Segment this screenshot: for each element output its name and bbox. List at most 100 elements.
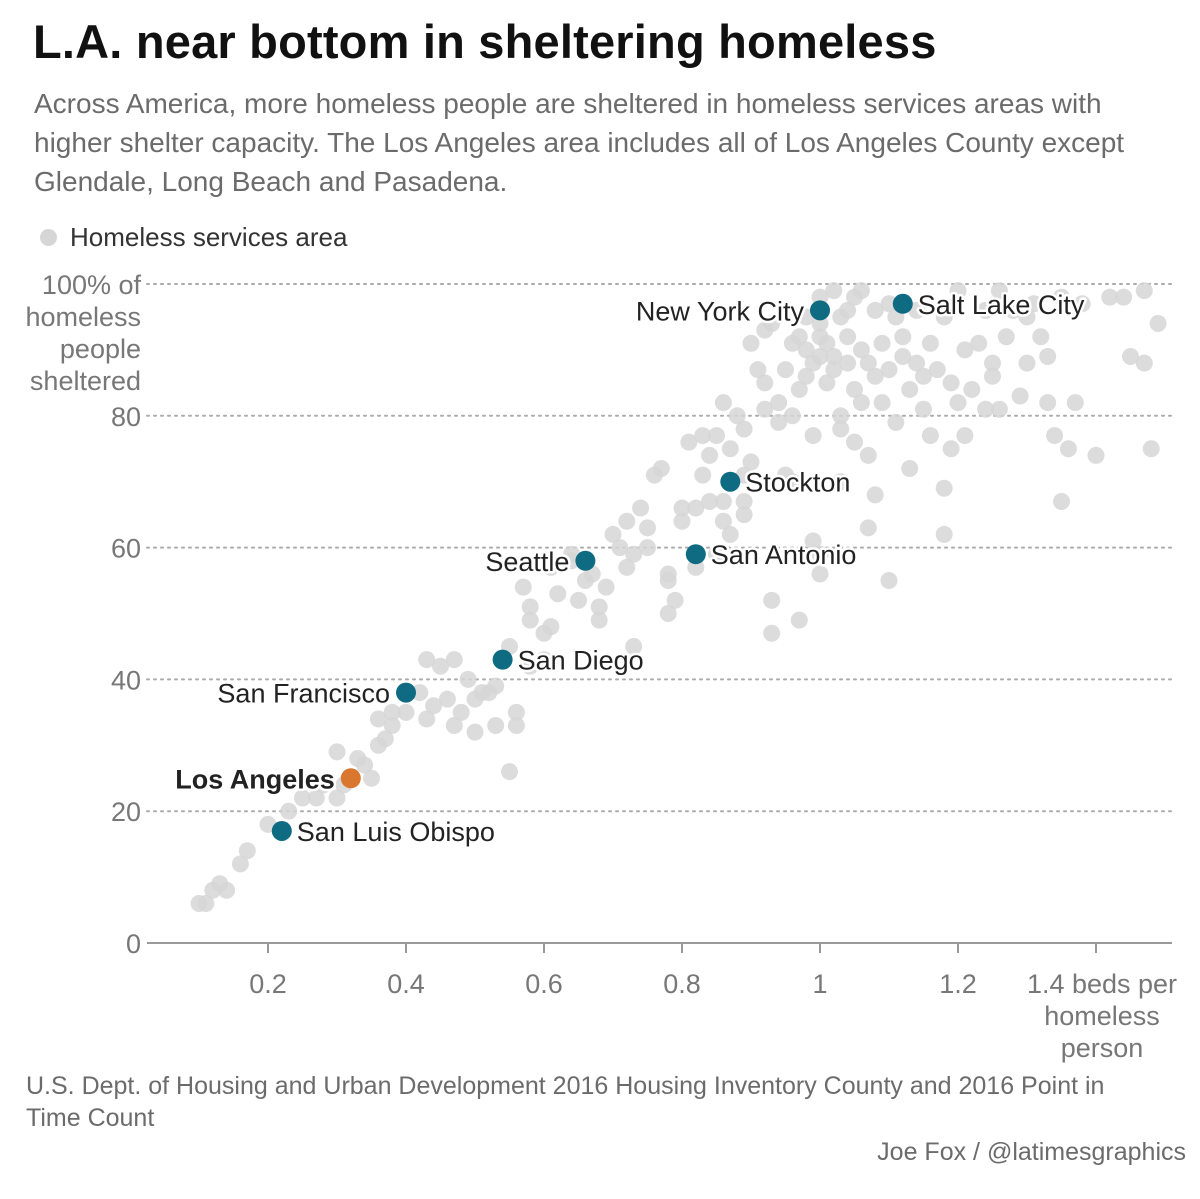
data-point [749, 361, 767, 379]
data-point [1087, 446, 1105, 464]
data-point [1018, 354, 1036, 372]
data-point [735, 420, 753, 438]
point-labels: New York City Salt Lake City Stockton Seatt… [173, 287, 1088, 849]
data-point [811, 565, 829, 583]
data-point [466, 723, 484, 741]
data-point [618, 558, 636, 576]
data-point [783, 407, 801, 425]
point-label: Salt Lake City [918, 290, 1085, 320]
point-label: San Luis Obispo [297, 817, 495, 847]
data-point [487, 717, 505, 735]
point-label: Stockton [745, 468, 850, 498]
background-points [190, 282, 1167, 912]
data-point [445, 651, 463, 669]
x-tick-label: 0.8 [663, 969, 701, 999]
data-point [770, 394, 788, 412]
data-point [873, 394, 891, 412]
data-point [280, 802, 298, 820]
y-tick-label: 20 [111, 797, 141, 827]
data-point [1101, 288, 1119, 306]
data-point [1142, 440, 1160, 458]
data-point [915, 367, 932, 385]
data-point [935, 479, 953, 497]
data-point [1032, 328, 1050, 346]
data-point [777, 361, 794, 379]
data-point [804, 532, 822, 550]
data-point [418, 710, 436, 728]
data-point [756, 374, 774, 392]
data-point [818, 334, 836, 352]
data-point [452, 703, 470, 721]
data-point [742, 453, 760, 471]
y-tick-label-line: homeless [25, 302, 141, 332]
data-point [197, 894, 215, 912]
data-point [639, 539, 656, 557]
data-point [728, 407, 746, 425]
y-tick-label-line: sheltered [30, 366, 141, 396]
data-point [763, 315, 781, 333]
data-point [811, 347, 829, 365]
data-point [942, 374, 960, 392]
data-point [797, 367, 815, 385]
data-point [866, 367, 884, 385]
data-point [542, 558, 560, 576]
data-point [708, 545, 725, 563]
legend: Homeless services area [40, 222, 347, 253]
data-point [921, 427, 939, 445]
data-point [307, 789, 325, 807]
data-point [1046, 427, 1064, 445]
data-point [901, 460, 919, 478]
data-point [507, 703, 525, 721]
data-point [880, 295, 898, 313]
data-point [797, 341, 815, 359]
point-label: Los Angeles [175, 764, 335, 794]
data-point [438, 690, 456, 708]
y-tick-label: 100% of homeless people sheltered [25, 270, 141, 396]
data-point [1135, 282, 1153, 300]
data-point [818, 374, 836, 392]
data-point [846, 380, 863, 398]
y-tick-label: 60 [111, 534, 141, 564]
x-tick-label: 1.4 beds per homeless person [1027, 969, 1177, 1063]
y-tick-label-line: 0 [126, 929, 141, 959]
data-point [935, 525, 953, 543]
data-point [839, 328, 857, 346]
data-point [735, 492, 753, 510]
legend-dot-icon [40, 229, 57, 246]
y-tick-label: 80 [111, 402, 141, 432]
data-point [218, 881, 236, 899]
x-tick-label: 1.2 [939, 969, 977, 999]
credit-line: Joe Fox / @latimesgraphics [877, 1138, 1186, 1166]
highlight-point [492, 649, 513, 670]
data-point [839, 301, 857, 319]
x-tick-label: 0.6 [525, 969, 563, 999]
gridlines [146, 283, 1173, 813]
data-point [459, 670, 477, 688]
data-point [590, 598, 608, 616]
data-point [659, 572, 677, 590]
highlight-point [892, 293, 913, 314]
highlight-point [396, 682, 416, 703]
y-tick-label-line: 20 [111, 797, 141, 827]
data-point [542, 618, 560, 636]
data-point [1018, 308, 1036, 326]
chart-subtitle: Across America, more homeless people are… [34, 88, 1125, 197]
data-point [901, 380, 919, 398]
data-point [570, 591, 587, 609]
data-point [928, 361, 946, 379]
data-point [997, 328, 1015, 346]
data-point [597, 578, 615, 596]
data-point [425, 697, 443, 715]
data-point [956, 427, 974, 445]
data-point [832, 420, 850, 438]
y-tick-label-line: people [60, 334, 141, 364]
data-point [790, 328, 808, 346]
data-point [1053, 492, 1070, 510]
data-point [763, 624, 781, 642]
data-point [908, 354, 926, 372]
data-point [1073, 295, 1091, 313]
data-point [949, 394, 967, 412]
data-point [376, 730, 394, 748]
data-point [859, 446, 877, 464]
data-point [639, 519, 656, 537]
